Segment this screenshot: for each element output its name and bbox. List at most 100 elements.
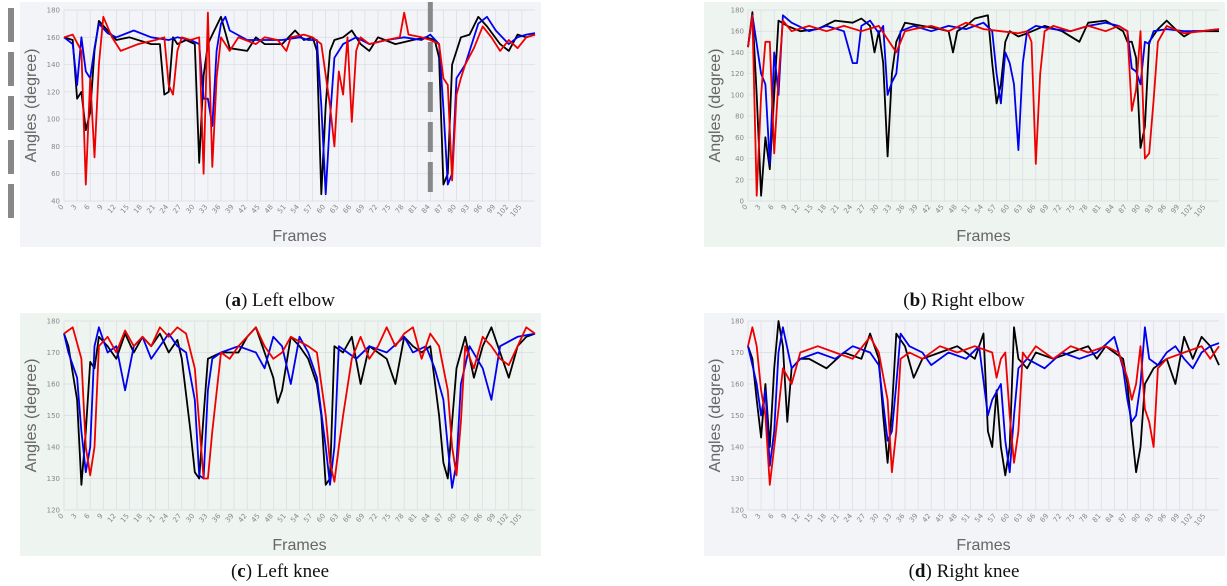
y-tick-label: 140 bbox=[47, 61, 60, 69]
y-tick-label: 120 bbox=[47, 507, 60, 515]
x-tick-label: 21 bbox=[145, 203, 157, 215]
x-tick-label: 99 bbox=[485, 512, 497, 524]
x-tick-label: 84 bbox=[1104, 203, 1116, 215]
x-tick-label: 45 bbox=[934, 203, 946, 215]
caption-left-knee: (c) Left knee bbox=[230, 561, 330, 582]
x-tick-label: 102 bbox=[1180, 512, 1195, 527]
y-tick-label: 140 bbox=[731, 49, 744, 57]
x-tick-label: 48 bbox=[263, 203, 275, 215]
x-tick-label: 75 bbox=[381, 203, 393, 215]
x-tick-label: 30 bbox=[869, 203, 881, 215]
caption-right-elbow: (b) Right elbow bbox=[903, 290, 1025, 311]
dashed-marker-left bbox=[8, 96, 14, 130]
x-tick-label: 63 bbox=[1012, 512, 1024, 524]
x-tick-label: 69 bbox=[1039, 512, 1051, 524]
x-tick-label: 18 bbox=[816, 512, 828, 524]
series-line-2 bbox=[747, 326, 1220, 474]
x-tick-label: 3 bbox=[70, 203, 79, 212]
x-tick-label: 72 bbox=[368, 512, 380, 524]
x-tick-label: 45 bbox=[250, 203, 262, 215]
x-tick-label: 0 bbox=[741, 203, 750, 212]
x-tick-label: 96 bbox=[472, 512, 484, 524]
y-tick-label: 60 bbox=[51, 170, 60, 178]
x-tick-label: 72 bbox=[368, 203, 380, 215]
y-tick-label: 160 bbox=[47, 381, 60, 389]
x-tick-label: 54 bbox=[289, 512, 301, 524]
y-tick-label: 130 bbox=[731, 475, 744, 483]
y-tick-label: 130 bbox=[47, 475, 60, 483]
x-tick-label: 69 bbox=[355, 203, 367, 215]
caption-text: Left elbow bbox=[252, 290, 335, 311]
dashed-marker-left bbox=[8, 8, 14, 42]
x-tick-label: 0 bbox=[741, 512, 750, 521]
x-tick-label: 12 bbox=[106, 512, 118, 524]
y-tick-label: 80 bbox=[735, 113, 744, 121]
x-tick-label: 87 bbox=[433, 512, 445, 524]
x-tick-label: 6 bbox=[83, 203, 92, 212]
y-tick-label: 40 bbox=[735, 155, 744, 163]
x-tick-label: 96 bbox=[472, 203, 484, 215]
x-tick-label: 60 bbox=[999, 512, 1011, 524]
x-tick-label: 51 bbox=[960, 512, 972, 524]
x-tick-label: 0 bbox=[57, 203, 66, 212]
x-tick-label: 30 bbox=[869, 512, 881, 524]
x-tick-label: 30 bbox=[185, 203, 197, 215]
x-tick-label: 0 bbox=[57, 512, 66, 521]
x-tick-label: 24 bbox=[158, 512, 170, 524]
y-axis-title: Angles (degree) bbox=[23, 49, 40, 163]
x-axis-title: Frames bbox=[956, 228, 1010, 245]
y-tick-label: 160 bbox=[731, 381, 744, 389]
x-tick-label: 27 bbox=[855, 203, 867, 215]
y-tick-label: 60 bbox=[735, 134, 744, 142]
x-tick-label: 51 bbox=[276, 512, 288, 524]
x-tick-label: 75 bbox=[381, 512, 393, 524]
x-tick-label: 48 bbox=[263, 512, 275, 524]
chart-panel-right-elbow: 0 3 6 9 12 15 18 21 24 27 30 33 36 39 42 45 48 51 54 57 60 63… bbox=[704, 2, 1225, 247]
x-tick-label: 18 bbox=[132, 512, 144, 524]
x-tick-label: 33 bbox=[882, 512, 894, 524]
dashed-marker-left bbox=[8, 184, 14, 218]
x-tick-label: 78 bbox=[394, 203, 406, 215]
x-tick-label: 48 bbox=[947, 512, 959, 524]
x-tick-label: 78 bbox=[1078, 512, 1090, 524]
x-tick-label: 99 bbox=[485, 203, 497, 215]
y-axis-title: Angles (degree) bbox=[23, 359, 40, 473]
x-tick-label: 15 bbox=[803, 203, 815, 215]
x-tick-label: 102 bbox=[496, 203, 511, 218]
x-tick-label: 69 bbox=[355, 512, 367, 524]
x-tick-label: 24 bbox=[842, 203, 854, 215]
x-tick-label: 78 bbox=[1078, 203, 1090, 215]
x-tick-label: 93 bbox=[1143, 512, 1155, 524]
chart-panel-left-elbow: 0 3 6 9 12 15 18 21 24 27 30 33 36 39 42 45 48 51 54 57 60 63… bbox=[20, 2, 541, 247]
x-tick-label: 90 bbox=[446, 512, 458, 524]
y-tick-label: 150 bbox=[731, 412, 744, 420]
x-tick-label: 15 bbox=[119, 512, 131, 524]
y-axis-title: Angles (degree) bbox=[707, 359, 724, 473]
x-tick-label: 90 bbox=[446, 203, 458, 215]
series-line-3 bbox=[747, 14, 1220, 197]
y-tick-label: 180 bbox=[47, 318, 60, 326]
x-tick-label: 57 bbox=[986, 203, 998, 215]
x-tick-label: 99 bbox=[1169, 203, 1181, 215]
x-tick-label: 21 bbox=[829, 512, 841, 524]
chart-panel-left-knee: 0 3 6 9 12 15 18 21 24 27 30 33 36 39 42 45 48 51 54 57 60 63… bbox=[20, 313, 541, 556]
y-tick-label: 170 bbox=[731, 349, 744, 357]
x-tick-label: 36 bbox=[211, 512, 223, 524]
y-tick-label: 120 bbox=[47, 88, 60, 96]
x-tick-label: 42 bbox=[237, 203, 249, 215]
caption-letter: b bbox=[909, 290, 921, 311]
x-tick-label: 12 bbox=[790, 512, 802, 524]
x-tick-label: 81 bbox=[407, 512, 419, 524]
x-tick-label: 87 bbox=[433, 203, 445, 215]
x-tick-label: 90 bbox=[1130, 203, 1142, 215]
x-tick-label: 18 bbox=[132, 203, 144, 215]
x-tick-label: 75 bbox=[1065, 203, 1077, 215]
x-tick-label: 57 bbox=[302, 203, 314, 215]
x-tick-label: 15 bbox=[119, 203, 131, 215]
x-tick-label: 3 bbox=[70, 512, 79, 521]
x-tick-label: 72 bbox=[1052, 203, 1064, 215]
x-tick-label: 78 bbox=[394, 512, 406, 524]
x-tick-label: 57 bbox=[302, 512, 314, 524]
x-tick-label: 99 bbox=[1169, 512, 1181, 524]
x-tick-label: 21 bbox=[829, 203, 841, 215]
